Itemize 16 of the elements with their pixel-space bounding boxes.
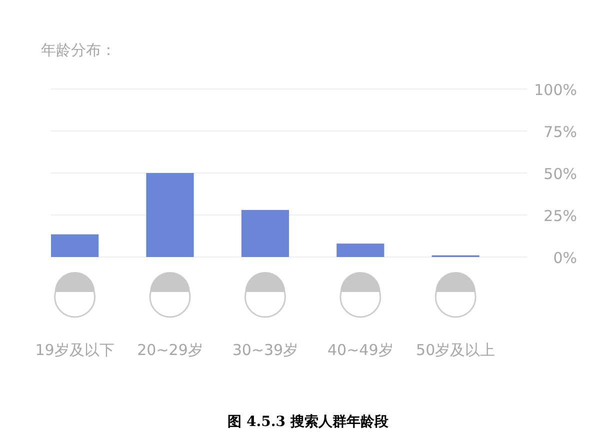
x-tick-label: 20~29岁: [137, 341, 203, 359]
y-tick-label: 0%: [553, 249, 577, 267]
x-tick-label: 30~39岁: [232, 341, 298, 359]
bar: [51, 234, 99, 257]
y-tick-label: 100%: [534, 81, 577, 99]
bar: [241, 210, 289, 257]
y-tick-label: 25%: [544, 207, 577, 225]
caption: 图 4.5.3 搜索人群年龄段: [228, 414, 390, 430]
x-tick-label: 50岁及以上: [416, 341, 496, 359]
y-tick-label: 75%: [544, 123, 577, 141]
chart-title: 年龄分布：: [41, 41, 116, 59]
x-tick-label: 19岁及以下: [35, 341, 114, 359]
y-tick-label: 50%: [544, 165, 577, 183]
x-tick-label: 40~49岁: [328, 341, 394, 359]
bar: [146, 173, 194, 257]
bar: [336, 244, 384, 257]
